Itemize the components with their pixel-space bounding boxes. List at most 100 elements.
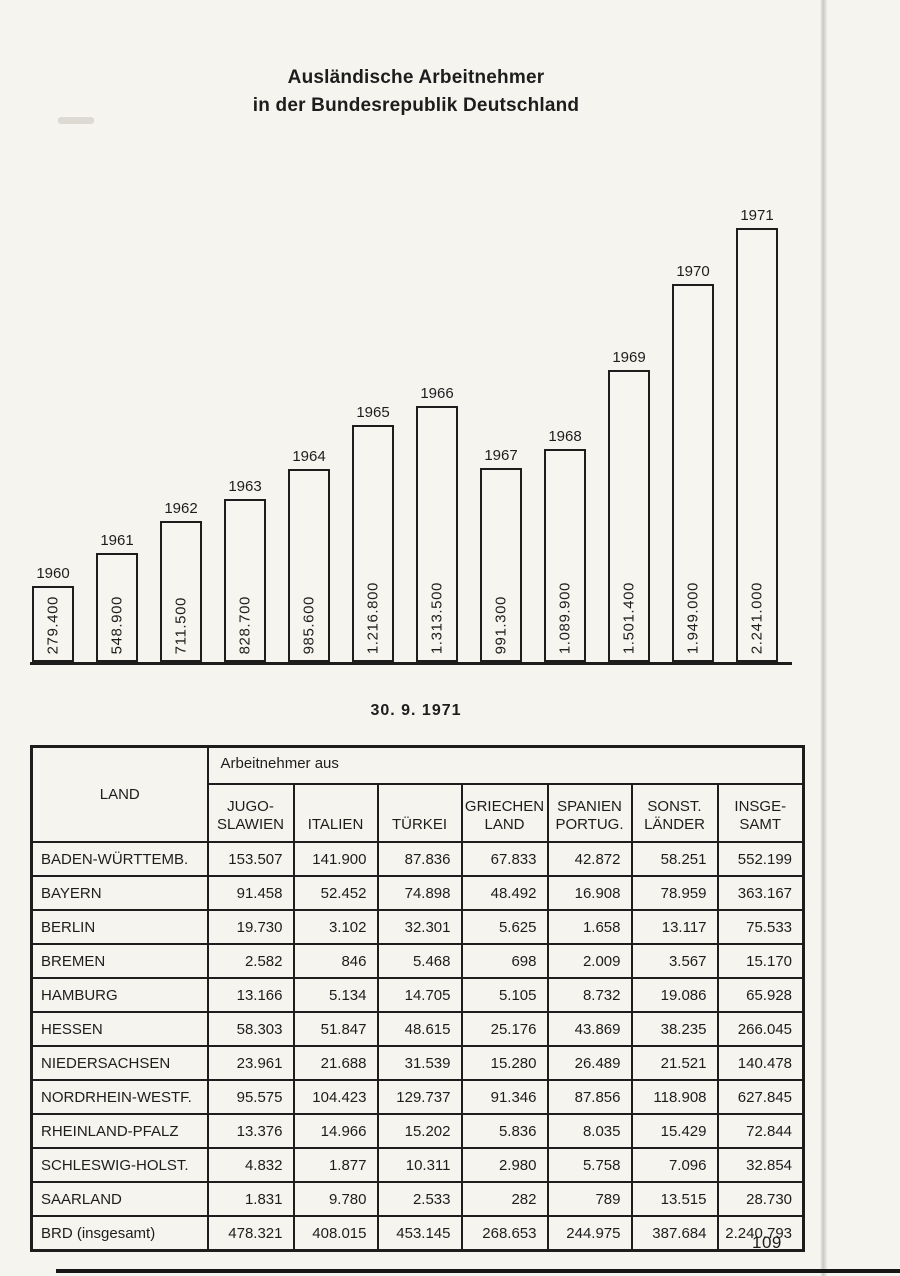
value-cell: 627.845: [716, 1079, 805, 1115]
column-header-line: ITALIEN: [307, 816, 364, 834]
title-line-1: Ausländische Arbeitnehmer: [287, 67, 545, 88]
value-cell: 91.458: [206, 875, 295, 911]
value-cell: 87.836: [376, 841, 463, 877]
value-cell: 2.240.793: [716, 1215, 805, 1252]
value-cell: 21.521: [630, 1045, 719, 1081]
bar-value-label: 1.216.800: [364, 581, 382, 654]
value-cell: 51.847: [292, 1011, 379, 1047]
value-cell: 363.167: [716, 875, 805, 911]
value-cell: 58.251: [630, 841, 719, 877]
value-cell: 2.533: [376, 1181, 463, 1217]
value-cell: 453.145: [376, 1215, 463, 1252]
table-body: BADEN-WÜRTTEMB. 153.507 141.900 87.836 67.83…: [30, 841, 805, 1252]
value-cell: 387.684: [630, 1215, 719, 1252]
value-cell: 3.567: [630, 943, 719, 979]
value-cell: 15.280: [460, 1045, 549, 1081]
bar-value-label: 1.949.000: [684, 581, 702, 654]
bar-year-label: 1961: [100, 532, 134, 549]
value-cell: 2.582: [206, 943, 295, 979]
value-cell: 72.844: [716, 1113, 805, 1149]
value-cell: 25.176: [460, 1011, 549, 1047]
value-cell: 10.311: [376, 1147, 463, 1183]
value-cell: 21.688: [292, 1045, 379, 1081]
value-cell: 153.507: [206, 841, 295, 877]
page-number: 109: [752, 1233, 782, 1252]
value-cell: 478.321: [206, 1215, 295, 1252]
value-cell: 52.452: [292, 875, 379, 911]
chart-bar: 1960 279.400: [32, 565, 74, 662]
bar-year-label: 1963: [228, 478, 262, 495]
bar-year-label: 1970: [676, 263, 710, 280]
land-cell: RHEINLAND-PFALZ: [30, 1113, 209, 1149]
value-cell: 74.898: [376, 875, 463, 911]
value-cell: 38.235: [630, 1011, 719, 1047]
value-cell: 31.539: [376, 1045, 463, 1081]
value-cell: 2.980: [460, 1147, 549, 1183]
scan-bottom-edge: [56, 1269, 900, 1273]
value-cell: 141.900: [292, 841, 379, 877]
table-row: BAYERN 91.458 52.452 74.898 48.492 16.908 78.9…: [30, 875, 805, 911]
table-row: SAARLAND 1.831 9.780 2.533 282 789 13.515 28.73…: [30, 1181, 805, 1217]
value-cell: 8.035: [546, 1113, 633, 1149]
value-cell: 5.105: [460, 977, 549, 1013]
column-header-line: LAND: [484, 816, 525, 834]
value-cell: 14.966: [292, 1113, 379, 1149]
value-cell: 48.492: [460, 875, 549, 911]
table-row: NORDRHEIN-WESTF. 95.575 104.423 129.737 91.3…: [30, 1079, 805, 1115]
value-cell: 552.199: [716, 841, 805, 877]
page-edge-shadow: [820, 0, 827, 1276]
value-cell: 15.429: [630, 1113, 719, 1149]
column-header-line: INSGE-: [734, 797, 787, 815]
value-cell: 13.166: [206, 977, 295, 1013]
table-row: BERLIN 19.730 3.102 32.301 5.625 1.658 13.117 7…: [30, 909, 805, 945]
bar-value-label: 711.500: [172, 596, 190, 654]
title-line-2: in der Bundesrepublik Deutschland: [252, 94, 580, 116]
value-cell: 5.758: [546, 1147, 633, 1183]
bar-year-label: 1971: [740, 207, 774, 224]
chart-bar: 1964 985.600: [288, 448, 330, 662]
value-cell: 2.009: [546, 943, 633, 979]
chart-bar: 1969 1.501.400: [608, 349, 650, 662]
bar-rect: 548.900: [96, 553, 138, 662]
chart-bar: 1971 2.241.000: [736, 207, 778, 662]
value-cell: 244.975: [546, 1215, 633, 1252]
value-cell: 14.705: [376, 977, 463, 1013]
group-header: Arbeitnehmer aus: [206, 745, 805, 784]
workers-table: LAND Arbeitnehmer aus JUGO- SLAWIEN ITALIE…: [30, 745, 806, 1252]
column-header: GRIECHEN LAND: [460, 783, 549, 843]
bar-rect: 1.216.800: [352, 425, 394, 662]
value-cell: 28.730: [716, 1181, 805, 1217]
value-cell: 129.737: [376, 1079, 463, 1115]
table-row: SCHLESWIG-HOLST. 4.832 1.877 10.311 2.980 5.7…: [30, 1147, 805, 1183]
column-header-line: SAMT: [739, 816, 782, 834]
value-cell: 789: [546, 1181, 633, 1217]
value-cell: 104.423: [292, 1079, 379, 1115]
value-cell: 698: [460, 943, 549, 979]
bar-rect: 828.700: [224, 499, 266, 662]
value-cell: 4.832: [206, 1147, 295, 1183]
column-header-line: JUGO-: [227, 797, 274, 815]
chart-bar: 1967 991.300: [480, 447, 522, 662]
value-cell: 118.908: [630, 1079, 719, 1115]
land-cell: BREMEN: [30, 943, 209, 979]
bar-value-label: 828.700: [236, 595, 254, 654]
bar-value-label: 991.300: [492, 595, 510, 654]
value-cell: 846: [292, 943, 379, 979]
bar-year-label: 1969: [612, 349, 646, 366]
column-header: SPANIEN PORTUG.: [546, 783, 633, 843]
column-header-line: SPANIEN: [557, 797, 622, 815]
bar-rect: 1.313.500: [416, 406, 458, 662]
page-title: Ausländische Arbeitnehmer in der Bundesre…: [30, 64, 802, 119]
land-cell: BAYERN: [30, 875, 209, 911]
table-row: NIEDERSACHSEN 23.961 21.688 31.539 15.280 26.…: [30, 1045, 805, 1081]
bar-rect: 985.600: [288, 469, 330, 662]
bar-value-label: 279.400: [44, 595, 62, 654]
chart-date-caption: 30. 9. 1971: [370, 702, 462, 719]
land-cell: BRD (insgesamt): [30, 1215, 209, 1252]
bar-year-label: 1965: [356, 404, 390, 421]
value-cell: 15.202: [376, 1113, 463, 1149]
column-header-line: TÜRKEI: [391, 816, 447, 834]
bar-value-label: 548.900: [108, 595, 126, 654]
bar-rect: 1.089.900: [544, 449, 586, 662]
